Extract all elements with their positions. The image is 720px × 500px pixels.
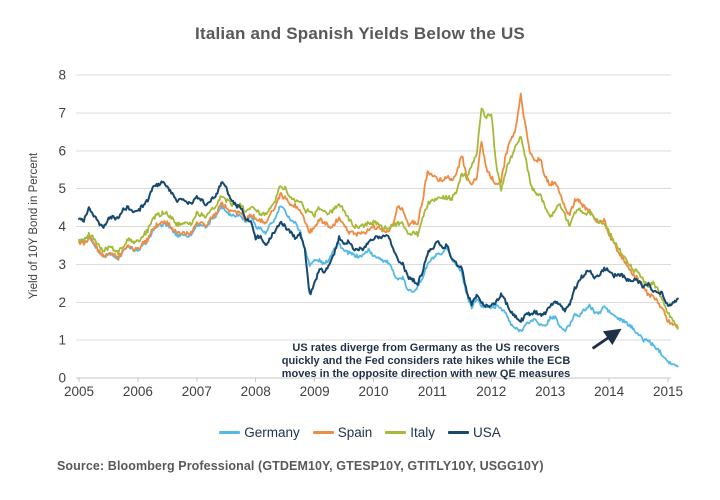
x-tick-label-2005: 2005	[64, 384, 94, 399]
x-tick-label-2008: 2008	[241, 384, 271, 399]
legend-swatch-spain	[312, 431, 334, 434]
legend-item-germany: Germany	[219, 425, 300, 440]
legend-label-spain: Spain	[337, 425, 373, 440]
y-axis-title: Yield of 10Y Bond in Percent	[28, 152, 40, 299]
chart-annotation: US rates diverge from Germany as the US …	[258, 342, 594, 381]
annotation-line-1: US rates diverge from Germany as the US …	[292, 342, 560, 354]
x-tick-label-2006: 2006	[123, 384, 153, 399]
y-tick-label-3: 3	[58, 257, 66, 272]
annotation-line-3: moves in the opposite direction with new…	[281, 368, 571, 380]
y-tick-label-0: 0	[58, 371, 66, 386]
y-tick-label-5: 5	[58, 181, 66, 196]
x-tick-label-2011: 2011	[418, 384, 447, 399]
series-line-germany	[78, 203, 679, 368]
legend-swatch-usa	[448, 431, 470, 434]
series-line-spain	[78, 92, 679, 329]
y-tick-label-2: 2	[58, 295, 66, 310]
source-note: Source: Bloomberg Professional (GTDEM10Y…	[57, 459, 544, 473]
x-tick-label-2007: 2007	[182, 384, 212, 399]
legend-item-spain: Spain	[312, 425, 373, 440]
x-tick-label-2015: 2015	[653, 384, 683, 399]
annotation-line-2: quickly and the Fed considers rate hikes…	[281, 355, 571, 367]
x-tick-label-2010: 2010	[358, 384, 388, 399]
x-tick-label-2013: 2013	[535, 384, 565, 399]
legend-swatch-germany	[219, 431, 241, 434]
legend-swatch-italy	[385, 431, 407, 434]
series-line-usa	[78, 180, 679, 323]
y-tick-label-7: 7	[58, 105, 66, 120]
chart-title: Italian and Spanish Yields Below the US	[195, 24, 525, 43]
x-tick-label-2012: 2012	[476, 384, 506, 399]
y-tick-label-8: 8	[58, 68, 66, 83]
series-line-italy	[78, 107, 679, 330]
legend-item-italy: Italy	[385, 425, 435, 440]
legend-label-germany: Germany	[244, 425, 300, 440]
annotation-arrow	[591, 328, 622, 350]
legend-label-italy: Italy	[410, 425, 436, 440]
x-tick-label-2014: 2014	[594, 384, 625, 399]
y-tick-label-6: 6	[58, 143, 66, 158]
y-tick-label-4: 4	[58, 219, 66, 234]
x-tick-label-2009: 2009	[300, 384, 330, 399]
legend-item-usa: USA	[448, 425, 501, 440]
y-tick-label-1: 1	[58, 333, 66, 348]
chart-legend: Germany Spain Italy USA	[0, 425, 720, 440]
legend-label-usa: USA	[473, 425, 501, 440]
